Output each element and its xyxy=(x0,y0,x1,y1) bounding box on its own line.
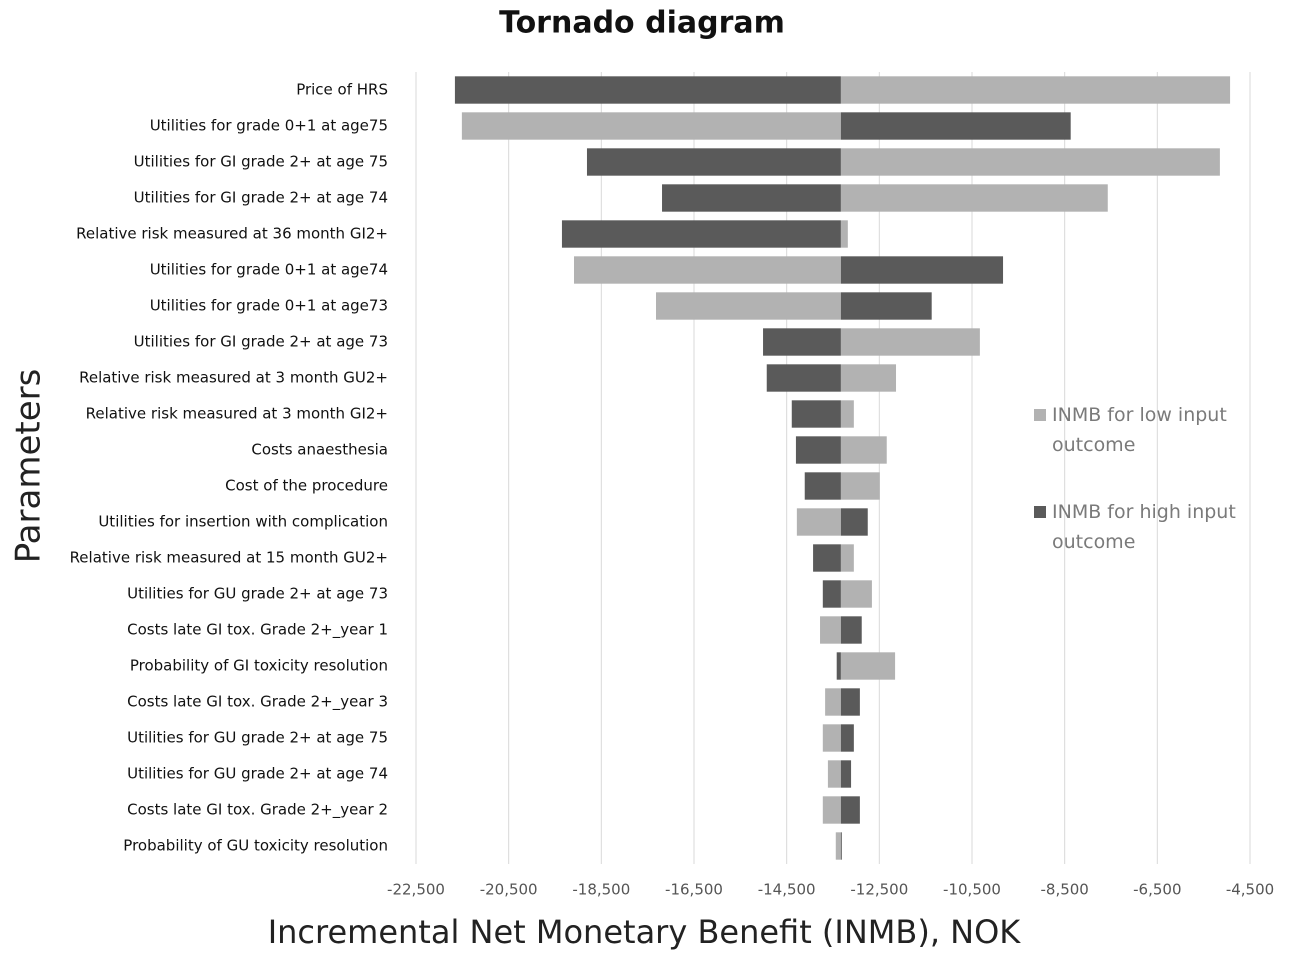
bar xyxy=(454,76,841,104)
y-tick-label: Costs anaesthesia xyxy=(251,441,388,459)
y-tick-label: Probability of GI toxicity resolution xyxy=(130,657,388,675)
bar xyxy=(840,76,1231,104)
x-tick-label: -18,500 xyxy=(572,881,630,899)
bar xyxy=(461,112,841,140)
bar xyxy=(763,328,841,356)
y-tick-label: Utilities for GU grade 2+ at age 73 xyxy=(127,585,388,603)
y-tick-label: Utilities for insertion with complicatio… xyxy=(98,513,388,531)
y-tick-label: Relative risk measured at 15 month GU2+ xyxy=(70,549,388,567)
bar xyxy=(840,256,1004,284)
bar xyxy=(840,832,842,860)
legend-swatch xyxy=(1034,409,1046,421)
bar xyxy=(840,400,854,428)
bar xyxy=(766,364,841,392)
y-tick-label: Relative risk measured at 36 month GI2+ xyxy=(76,225,388,243)
legend-item: INMB for low input outcome xyxy=(1034,400,1254,460)
bar xyxy=(840,580,872,608)
y-tick-label: Utilities for GU grade 2+ at age 75 xyxy=(127,729,388,747)
y-tick-label: Relative risk measured at 3 month GU2+ xyxy=(79,369,388,387)
x-tick-label: -6,500 xyxy=(1133,881,1181,899)
y-axis-label: Parameters xyxy=(9,369,49,564)
bar xyxy=(840,148,1220,176)
x-tick-label: -12,500 xyxy=(850,881,908,899)
y-tick-label: Utilities for grade 0+1 at age74 xyxy=(150,261,388,279)
bar xyxy=(656,292,841,320)
bar xyxy=(840,508,868,536)
bar xyxy=(795,436,841,464)
bar xyxy=(840,184,1108,212)
y-tick-label: Utilities for grade 0+1 at age73 xyxy=(150,297,388,315)
bar xyxy=(827,760,841,788)
x-tick-label: -22,500 xyxy=(387,881,445,899)
bar xyxy=(840,652,896,680)
bar xyxy=(796,508,841,536)
legend-label: INMB for low input outcome xyxy=(1052,404,1227,456)
bar xyxy=(840,364,897,392)
bar xyxy=(825,688,841,716)
bar xyxy=(840,724,854,752)
y-tick-label: Utilities for GI grade 2+ at age 73 xyxy=(134,333,388,351)
bar xyxy=(840,544,854,572)
x-tick-label: -16,500 xyxy=(665,881,723,899)
bar xyxy=(840,112,1071,140)
y-tick-label: Cost of the procedure xyxy=(225,477,388,495)
bar xyxy=(791,400,841,428)
bar xyxy=(822,796,841,824)
y-tick-label: Costs late GI tox. Grade 2+_year 1 xyxy=(127,621,388,640)
y-tick-label: Utilities for grade 0+1 at age75 xyxy=(150,117,388,135)
legend-label: INMB for high input outcome xyxy=(1052,501,1236,553)
bar xyxy=(835,832,841,860)
x-axis-label: Incremental Net Monetary Benefit (INMB),… xyxy=(268,913,1022,951)
bar xyxy=(840,616,862,644)
legend-swatch xyxy=(1034,506,1046,518)
chart-title: Tornado diagram xyxy=(499,6,785,41)
y-tick-label: Costs late GI tox. Grade 2+_year 3 xyxy=(127,693,388,712)
x-tick-label: -8,500 xyxy=(1040,881,1088,899)
bar xyxy=(822,724,841,752)
y-tick-label: Price of HRS xyxy=(296,81,388,99)
bar xyxy=(840,472,880,500)
bar xyxy=(804,472,841,500)
y-tick-label: Costs late GI tox. Grade 2+_year 2 xyxy=(127,801,388,820)
legend-item: INMB for high input outcome xyxy=(1034,497,1254,557)
bar xyxy=(586,148,841,176)
x-tick-label: -14,500 xyxy=(758,881,816,899)
bar xyxy=(573,256,841,284)
bar xyxy=(836,652,841,680)
y-tick-label: Utilities for GI grade 2+ at age 74 xyxy=(134,189,388,207)
y-tick-label: Relative risk measured at 3 month GI2+ xyxy=(86,405,388,423)
bar xyxy=(822,580,841,608)
bar xyxy=(813,544,841,572)
bar xyxy=(662,184,841,212)
bar xyxy=(840,436,887,464)
bar xyxy=(561,220,841,248)
x-tick-label: -4,500 xyxy=(1226,881,1274,899)
bar xyxy=(840,220,848,248)
bar xyxy=(840,688,860,716)
bar xyxy=(840,760,852,788)
x-tick-label: -10,500 xyxy=(943,881,1001,899)
y-tick-label: Probability of GU toxicity resolution xyxy=(123,837,388,855)
x-tick-label: -20,500 xyxy=(480,881,538,899)
bar xyxy=(820,616,841,644)
bar xyxy=(840,796,860,824)
y-tick-label: Utilities for GI grade 2+ at age 75 xyxy=(134,153,388,171)
bar xyxy=(840,292,932,320)
y-tick-label: Utilities for GU grade 2+ at age 74 xyxy=(127,765,388,783)
bar xyxy=(840,328,980,356)
